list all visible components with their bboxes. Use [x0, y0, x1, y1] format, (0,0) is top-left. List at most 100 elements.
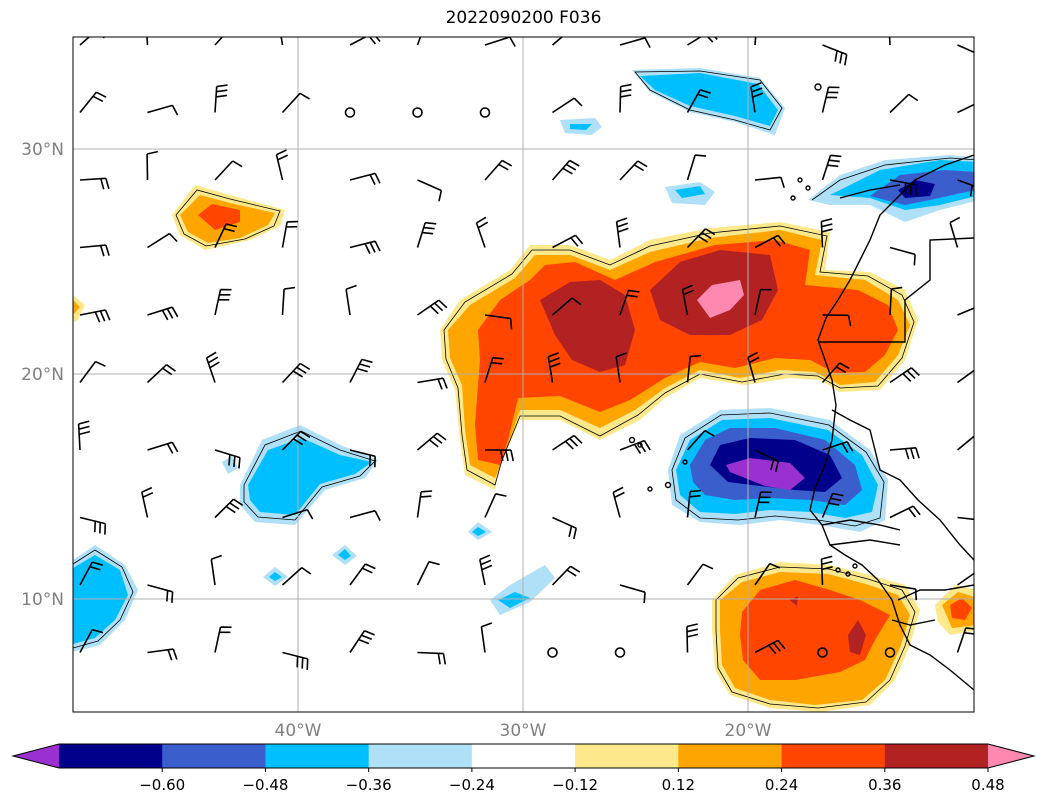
wind-barb — [619, 584, 646, 604]
wind-barb — [349, 630, 375, 653]
colorbar-extend-high — [988, 744, 1034, 768]
wind-barb — [957, 103, 974, 114]
lon-label-30w: 30°W — [500, 721, 547, 741]
wind-barb — [821, 362, 850, 384]
wind-barb — [79, 91, 107, 114]
wind-barb — [214, 160, 243, 181]
wind-barb — [821, 86, 840, 113]
wind-barb — [417, 179, 443, 202]
wind-barb — [686, 354, 702, 383]
colorbar-tick-label: −0.60 — [139, 776, 185, 794]
wind-barb — [551, 159, 580, 181]
wind-barb — [750, 82, 764, 113]
wind-barb — [949, 216, 961, 248]
wind-barb — [686, 89, 711, 113]
wind-barb — [747, 351, 760, 383]
colorbar-tick-label: 0.36 — [868, 776, 901, 794]
wind-barbs — [77, 37, 974, 670]
wind-barb — [619, 160, 648, 181]
wind-barb — [822, 314, 852, 327]
wind-barb — [754, 288, 772, 316]
wind-barb — [281, 286, 296, 316]
wind-barb — [79, 177, 110, 190]
wind-barb — [349, 172, 381, 185]
wind-barb — [484, 449, 514, 462]
negative-anomaly-central — [668, 408, 888, 532]
wind-barb — [889, 286, 903, 316]
wind-barb — [687, 37, 718, 46]
wind-barb — [889, 584, 917, 601]
calm-wind-marker — [817, 647, 828, 658]
wind-barb — [147, 648, 178, 661]
wind-barb — [889, 246, 916, 266]
colorbar-tick-label: −0.48 — [242, 776, 288, 794]
colorbar-tick-label: 0.24 — [765, 776, 798, 794]
wind-barb — [417, 299, 448, 316]
wind-barb — [552, 516, 577, 540]
wind-barb — [349, 563, 376, 586]
wind-barb — [275, 149, 289, 181]
wind-barb — [686, 154, 707, 181]
colorbar-outline — [11, 743, 1036, 769]
wind-barb — [281, 430, 311, 451]
wind-barb — [957, 179, 974, 197]
wind-barb — [552, 234, 584, 249]
wind-barb — [214, 84, 228, 113]
wind-barb — [147, 104, 179, 116]
wind-barb — [147, 584, 174, 603]
wind-barb — [552, 97, 583, 114]
wind-barb — [484, 159, 513, 181]
wind-barb — [484, 37, 516, 47]
wind-barb — [281, 220, 299, 248]
wind-barb — [619, 439, 651, 455]
wind-barb — [416, 432, 447, 451]
wind-barb — [282, 651, 309, 670]
wind-barb — [147, 306, 179, 321]
colorbar: −0.60 −0.48 −0.36 −0.24 −0.12 0.12 0.24 0.36 0.4… — [11, 743, 1036, 794]
wind-barb — [484, 493, 507, 518]
wind-barb — [551, 37, 564, 46]
colorbar-bin — [781, 744, 886, 768]
wind-barb — [686, 623, 699, 653]
colorbar-tick-label: 0.48 — [971, 776, 1004, 794]
wind-barb — [822, 440, 854, 454]
wind-barb — [821, 492, 844, 518]
wind-barb — [349, 358, 373, 383]
colorbar-bin — [575, 744, 679, 768]
wind-barb — [957, 44, 974, 54]
colorbar-tick-label: −0.12 — [552, 776, 598, 794]
wind-barb — [282, 508, 314, 520]
wind-barb — [484, 314, 513, 330]
wind-barb — [417, 377, 448, 390]
wind-barb — [686, 228, 716, 249]
colorbar-tick-label: −0.24 — [449, 776, 495, 794]
wind-barb — [820, 555, 833, 586]
wind-barb — [79, 37, 105, 46]
wind-barb — [957, 572, 974, 586]
wind-barb — [79, 516, 107, 535]
map-frame — [72, 36, 975, 713]
wind-barb — [141, 486, 154, 518]
wind-barb — [214, 498, 244, 519]
wind-barb — [889, 505, 921, 519]
wind-barb — [475, 216, 489, 248]
wind-barb — [889, 93, 919, 114]
map-title: 2022090200 F036 — [445, 8, 602, 28]
wind-barb — [956, 435, 974, 451]
wind-barb — [349, 240, 381, 254]
wind-barb — [820, 218, 833, 248]
wind-barb — [146, 37, 149, 46]
wind-barb — [79, 244, 110, 257]
wind-barb — [889, 367, 920, 384]
lat-label-20n: 20°N — [21, 365, 64, 385]
wind-barb — [619, 37, 651, 48]
wind-barb — [214, 626, 232, 653]
colorbar-bin — [265, 744, 370, 768]
wind-barb — [214, 288, 232, 316]
wind-barb — [889, 447, 920, 460]
wind-barb — [551, 565, 581, 586]
wind-barb — [479, 554, 493, 586]
negative-anomaly-north — [560, 68, 785, 205]
wind-barb — [547, 352, 561, 383]
